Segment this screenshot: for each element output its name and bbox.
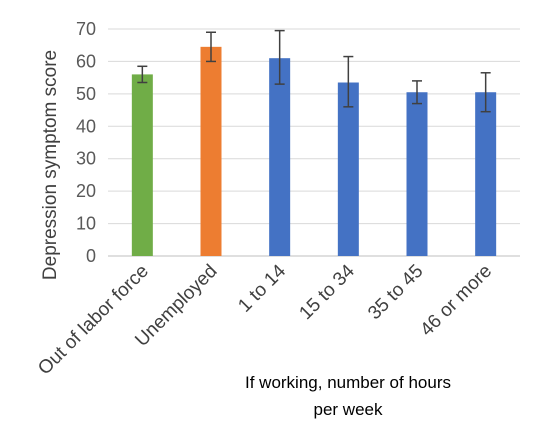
y-tick-label-50: 50: [76, 84, 96, 104]
bar-5: [475, 92, 497, 256]
y-tick-label-60: 60: [76, 51, 96, 71]
category-label-2: 1 to 14: [234, 260, 290, 316]
category-label-5: 46 or more: [416, 261, 496, 341]
y-axis-title: Depression symptom score: [40, 50, 61, 280]
y-tick-labels: 0 10 20 30 40 50 60 70: [76, 19, 96, 266]
bar-1: [200, 46, 222, 257]
bars: [131, 46, 497, 257]
bar-4: [406, 92, 428, 256]
y-tick-label-70: 70: [76, 19, 96, 39]
y-tick-label-20: 20: [76, 181, 96, 201]
group-label-line-2: per week: [314, 400, 383, 419]
y-tick-label-30: 30: [76, 149, 96, 169]
group-label-line-1: If working, number of hours: [245, 373, 451, 392]
y-tick-label-40: 40: [76, 116, 96, 136]
category-label-4: 35 to 45: [364, 261, 427, 324]
gridlines: [108, 28, 520, 257]
y-tick-label-10: 10: [76, 214, 96, 234]
bar-2: [269, 58, 291, 256]
bar-0: [131, 74, 153, 257]
category-label-3: 15 to 34: [295, 260, 359, 324]
bar-3: [337, 82, 359, 256]
error-bars: [137, 29, 491, 113]
y-tick-label-0: 0: [86, 246, 96, 266]
